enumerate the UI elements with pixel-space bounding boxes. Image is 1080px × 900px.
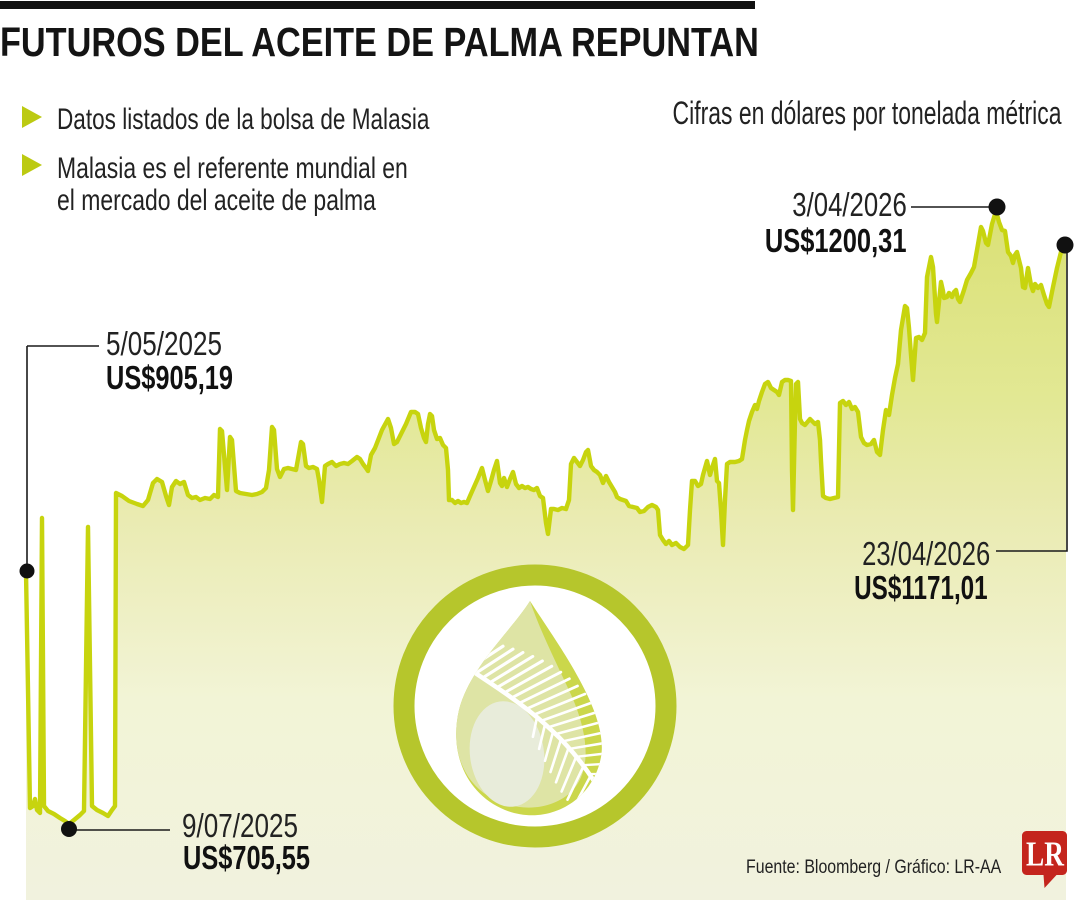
svg-text:LR: LR	[1026, 834, 1064, 873]
